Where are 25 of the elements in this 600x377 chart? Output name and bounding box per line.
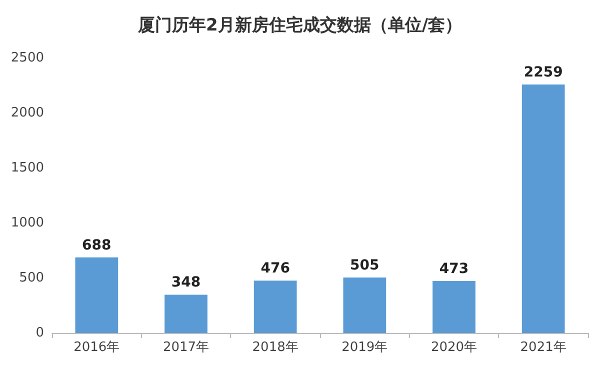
x-tick-label: 2018年 [252,340,298,355]
x-tick-label: 2021年 [520,340,566,355]
y-tick-label: 1500 [10,160,44,176]
y-tick-label: 2000 [10,106,44,120]
data-label: 688 [82,237,112,254]
data-label: 473 [439,260,469,277]
y-tick-label: 0 [36,326,44,340]
x-tick-label: 2020年 [430,340,478,355]
chart-title: 厦门历年2月新房住宅成交数据（单位/套） [136,16,462,36]
data-label: 2259 [524,64,563,81]
bar [254,280,297,333]
bar [343,277,386,333]
data-label: 505 [350,257,380,274]
data-label: 348 [171,274,201,291]
x-tick-label: 2017年 [162,340,210,355]
bar [522,84,565,333]
y-tick-label: 500 [19,270,44,286]
y-tick-label: 1000 [10,216,44,230]
bar [75,257,118,333]
data-label: 476 [260,260,290,277]
x-tick-label: 2019年 [342,340,388,355]
bar [164,294,208,333]
y-tick-label: 2500 [10,50,44,66]
bar [432,280,476,333]
x-tick-label: 2016年 [74,340,120,355]
